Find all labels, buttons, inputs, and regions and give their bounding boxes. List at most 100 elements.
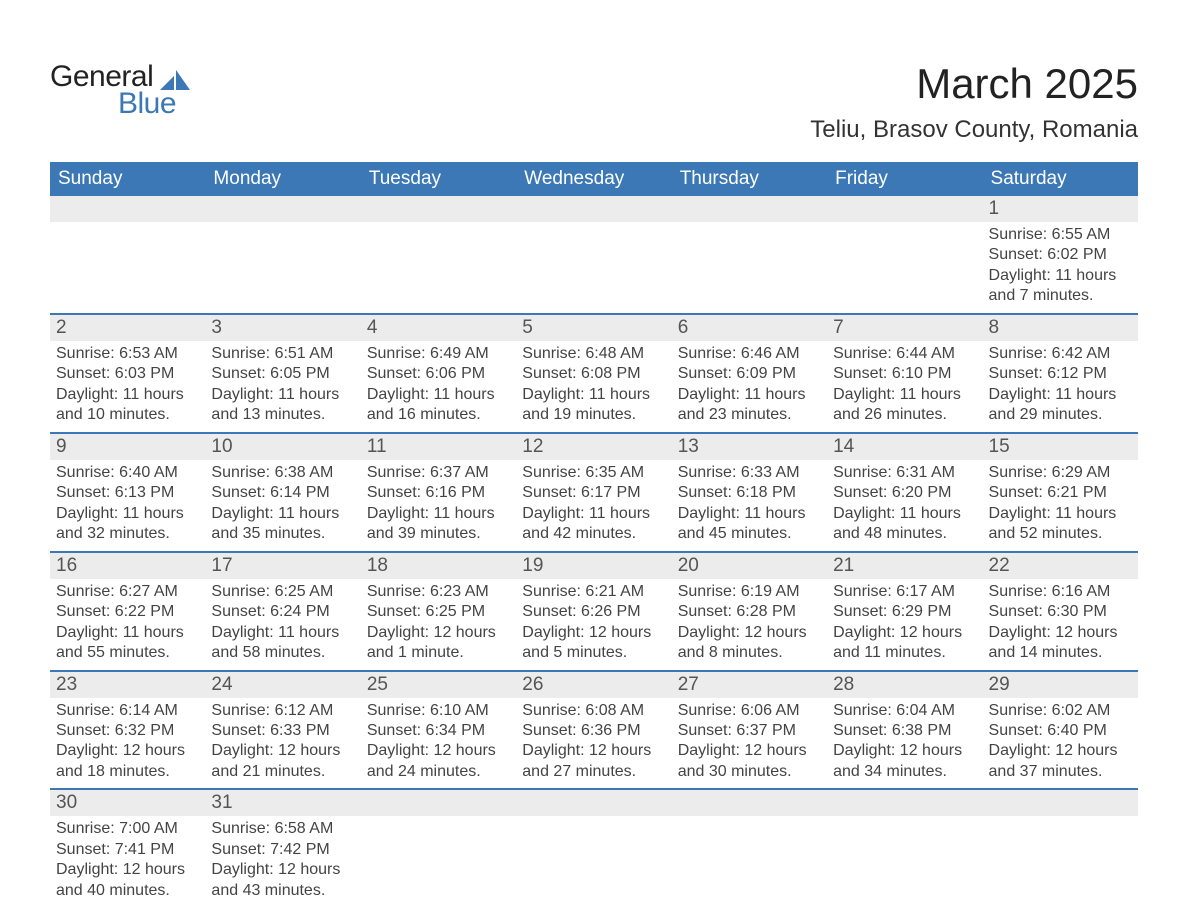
page-subtitle: Teliu, Brasov County, Romania — [810, 116, 1138, 144]
daylight-text: Daylight: 12 hours and 34 minutes. — [833, 741, 976, 782]
day-detail-cell: Sunrise: 6:27 AMSunset: 6:22 PMDaylight:… — [50, 579, 205, 671]
day-number-cell: 22 — [983, 552, 1138, 579]
logo-text-bottom: Blue — [118, 87, 190, 121]
day-number-cell: 19 — [516, 552, 671, 579]
day-detail-cell: Sunrise: 6:19 AMSunset: 6:28 PMDaylight:… — [672, 579, 827, 671]
daylight-text: Daylight: 11 hours and 19 minutes. — [522, 385, 665, 426]
sunrise-text: Sunrise: 6:48 AM — [522, 344, 665, 364]
day-number-cell — [361, 196, 516, 222]
detail-row: Sunrise: 6:53 AMSunset: 6:03 PMDaylight:… — [50, 341, 1138, 433]
sunset-text: Sunset: 6:38 PM — [833, 721, 976, 741]
page-title: March 2025 — [810, 60, 1138, 108]
sunset-text: Sunset: 6:22 PM — [56, 602, 199, 622]
sunset-text: Sunset: 6:13 PM — [56, 483, 199, 503]
daylight-text: Daylight: 11 hours and 10 minutes. — [56, 385, 199, 426]
sunset-text: Sunset: 7:42 PM — [211, 840, 354, 860]
day-detail-cell — [205, 222, 360, 314]
daylight-text: Daylight: 11 hours and 29 minutes. — [989, 385, 1132, 426]
sunrise-text: Sunrise: 6:27 AM — [56, 582, 199, 602]
daylight-text: Daylight: 11 hours and 23 minutes. — [678, 385, 821, 426]
sunrise-text: Sunrise: 6:16 AM — [989, 582, 1132, 602]
daylight-text: Daylight: 12 hours and 8 minutes. — [678, 623, 821, 664]
sunrise-text: Sunrise: 7:00 AM — [56, 819, 199, 839]
day-detail-cell — [672, 222, 827, 314]
daynum-row: 1 — [50, 196, 1138, 222]
sunrise-text: Sunrise: 6:02 AM — [989, 701, 1132, 721]
header: General Blue March 2025 Teliu, Brasov Co… — [50, 60, 1138, 144]
sunrise-text: Sunrise: 6:38 AM — [211, 463, 354, 483]
day-detail-cell: Sunrise: 6:58 AMSunset: 7:42 PMDaylight:… — [205, 816, 360, 907]
calendar-table: Sunday Monday Tuesday Wednesday Thursday… — [50, 162, 1138, 907]
detail-row: Sunrise: 7:00 AMSunset: 7:41 PM Daylight:… — [50, 816, 1138, 907]
daylight-text: Daylight: 12 hours and 30 minutes. — [678, 741, 821, 782]
daylight-text: Daylight: 12 hours and 14 minutes. — [989, 623, 1132, 664]
day-number-cell: 21 — [827, 552, 982, 579]
daylight-text: Daylight: 11 hours and 48 minutes. — [833, 504, 976, 545]
calendar-body: 1Sunrise: 6:55 AMSunset: 6:02 PMDaylight… — [50, 196, 1138, 907]
daynum-row: 2345678 — [50, 314, 1138, 341]
sunrise-text: Sunrise: 6:55 AM — [989, 225, 1132, 245]
sunset-text: Sunset: 7:41 PM — [56, 840, 199, 860]
sunset-text: Sunset: 6:29 PM — [833, 602, 976, 622]
day-detail-cell: Sunrise: 6:46 AMSunset: 6:09 PMDaylight:… — [672, 341, 827, 433]
day-number-cell: 11 — [361, 433, 516, 460]
sunset-text: Sunset: 6:21 PM — [989, 483, 1132, 503]
day-detail-cell: Sunrise: 6:08 AMSunset: 6:36 PMDaylight:… — [516, 698, 671, 790]
day-detail-cell — [361, 816, 516, 907]
sunrise-text: Sunrise: 6:58 AM — [211, 819, 354, 839]
day-number-cell: 4 — [361, 314, 516, 341]
day-detail-cell: Sunrise: 6:44 AMSunset: 6:10 PMDaylight:… — [827, 341, 982, 433]
day-detail-cell: Sunrise: 6:33 AMSunset: 6:18 PMDaylight:… — [672, 460, 827, 552]
day-detail-cell — [672, 816, 827, 907]
detail-row: Sunrise: 6:55 AMSunset: 6:02 PMDaylight:… — [50, 222, 1138, 314]
day-detail-cell: Sunrise: 6:23 AMSunset: 6:25 PMDaylight:… — [361, 579, 516, 671]
day-detail-cell: Sunrise: 6:31 AMSunset: 6:20 PMDaylight:… — [827, 460, 982, 552]
sunset-text: Sunset: 6:09 PM — [678, 364, 821, 384]
day-number-cell: 26 — [516, 671, 671, 698]
sunset-text: Sunset: 6:37 PM — [678, 721, 821, 741]
day-detail-cell: Sunrise: 6:16 AMSunset: 6:30 PMDaylight:… — [983, 579, 1138, 671]
day-number-cell: 14 — [827, 433, 982, 460]
detail-row: Sunrise: 6:27 AMSunset: 6:22 PM Daylight:… — [50, 579, 1138, 671]
sunrise-text: Sunrise: 6:46 AM — [678, 344, 821, 364]
daylight-text: Daylight: 12 hours and 11 minutes. — [833, 623, 976, 664]
daylight-text: Daylight: 12 hours and 43 minutes. — [211, 860, 354, 901]
day-detail-cell: Sunrise: 6:48 AMSunset: 6:08 PMDaylight:… — [516, 341, 671, 433]
daylight-text: Daylight: 11 hours and 13 minutes. — [211, 385, 354, 426]
day-number-cell: 17 — [205, 552, 360, 579]
day-detail-cell: Sunrise: 6:55 AMSunset: 6:02 PMDaylight:… — [983, 222, 1138, 314]
day-detail-cell — [827, 816, 982, 907]
daylight-text: Daylight: 11 hours and 39 minutes. — [367, 504, 510, 545]
sunset-text: Sunset: 6:06 PM — [367, 364, 510, 384]
col-wednesday: Wednesday — [516, 162, 671, 196]
day-detail-cell: Sunrise: 6:38 AMSunset: 6:14 PMDaylight:… — [205, 460, 360, 552]
day-number-cell: 6 — [672, 314, 827, 341]
calendar-header-row: Sunday Monday Tuesday Wednesday Thursday… — [50, 162, 1138, 196]
title-block: March 2025 Teliu, Brasov County, Romania — [810, 60, 1138, 144]
sunrise-text: Sunrise: 6:10 AM — [367, 701, 510, 721]
sunset-text: Sunset: 6:16 PM — [367, 483, 510, 503]
sunrise-text: Sunrise: 6:23 AM — [367, 582, 510, 602]
sunset-text: Sunset: 6:26 PM — [522, 602, 665, 622]
day-number-cell — [516, 789, 671, 816]
day-detail-cell: Sunrise: 7:00 AMSunset: 7:41 PMDaylight:… — [50, 816, 205, 907]
sunrise-text: Sunrise: 6:40 AM — [56, 463, 199, 483]
sunrise-text: Sunrise: 6:51 AM — [211, 344, 354, 364]
daylight-text: Daylight: 12 hours and 18 minutes. — [56, 741, 199, 782]
sunset-text: Sunset: 6:18 PM — [678, 483, 821, 503]
daylight-text: Daylight: 11 hours and 16 minutes. — [367, 385, 510, 426]
day-detail-cell — [50, 222, 205, 314]
sunset-text: Sunset: 6:20 PM — [833, 483, 976, 503]
sunset-text: Sunset: 6:17 PM — [522, 483, 665, 503]
sunrise-text: Sunrise: 6:33 AM — [678, 463, 821, 483]
day-detail-cell: Sunrise: 6:06 AMSunset: 6:37 PMDaylight:… — [672, 698, 827, 790]
day-detail-cell: Sunrise: 6:10 AMSunset: 6:34 PMDaylight:… — [361, 698, 516, 790]
day-number-cell — [516, 196, 671, 222]
sunrise-text: Sunrise: 6:44 AM — [833, 344, 976, 364]
day-number-cell: 16 — [50, 552, 205, 579]
sunset-text: Sunset: 6:30 PM — [989, 602, 1132, 622]
day-number-cell — [50, 196, 205, 222]
daynum-row: 3031 — [50, 789, 1138, 816]
sunrise-text: Sunrise: 6:14 AM — [56, 701, 199, 721]
daynum-row: 9101112131415 — [50, 433, 1138, 460]
